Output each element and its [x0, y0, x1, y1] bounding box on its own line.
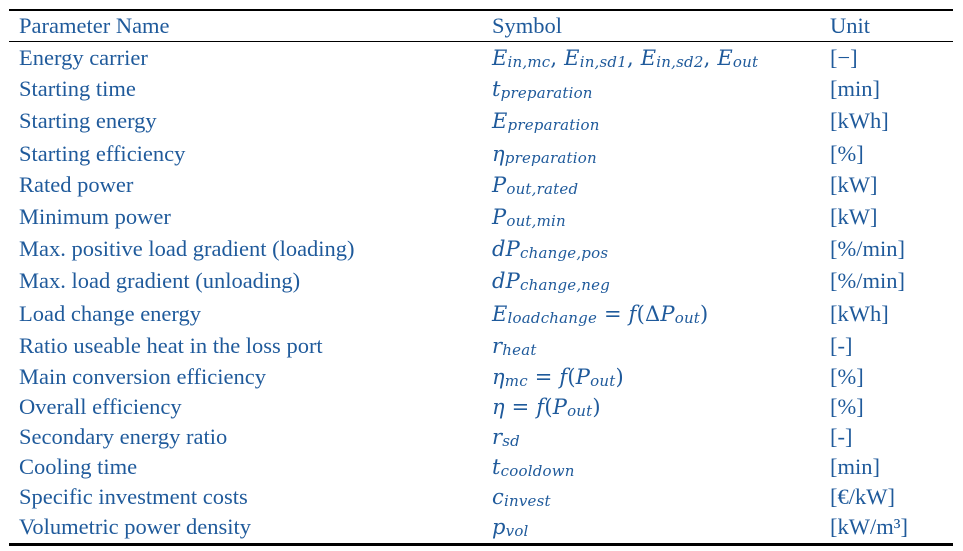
unit-cell: [-] — [830, 333, 853, 359]
symbol-cell: ηpreparation — [492, 141, 597, 167]
symbol-cell: Ein,mc, Ein,sd1, Ein,sd2, Eout — [492, 45, 759, 71]
parameter-name-cell: Cooling time — [19, 453, 138, 479]
parameter-name-cell: Volumetric power density — [19, 513, 252, 539]
unit-cell: [%] — [830, 393, 864, 419]
symbol-cell: rheat — [492, 334, 537, 359]
table-row: Volumetric power density pvol [kW/m³] — [9, 512, 953, 542]
table-top-rule — [9, 9, 953, 11]
unit-cell: [kW/m³] — [830, 513, 908, 539]
table-row: Cooling time tcooldown [min] — [9, 452, 953, 482]
parameter-table: Parameter Name Symbol Unit Energy carrie… — [9, 9, 953, 546]
symbol-cell: Epreparation — [492, 109, 600, 134]
symbol-cell: Pout,min — [492, 204, 566, 230]
parameter-name-cell: Load change energy — [19, 300, 201, 326]
symbol-cell: cinvest — [492, 484, 551, 510]
parameter-name-cell: Rated power — [19, 172, 134, 198]
header-parameter-name: Parameter Name — [19, 12, 170, 38]
table-header-rule — [9, 41, 953, 42]
table-row: Max. load gradient (unloading) dPchange,… — [9, 265, 953, 297]
unit-cell: [kWh] — [830, 300, 889, 326]
parameter-name-cell: Energy carrier — [19, 44, 148, 70]
symbol-cell: dPchange,neg — [492, 268, 611, 294]
table-row: Energy carrier Ein,mc, Ein,sd1, Ein,sd2,… — [9, 42, 953, 74]
parameter-name-cell: Starting efficiency — [19, 140, 186, 166]
parameter-name-cell: Starting energy — [19, 108, 157, 134]
table-header-row: Parameter Name Symbol Unit — [9, 11, 953, 41]
unit-cell: [min] — [830, 453, 880, 479]
table-body: Energy carrier Ein,mc, Ein,sd1, Ein,sd2,… — [9, 42, 953, 542]
table-row: Specific investment costs cinvest [€/kW] — [9, 482, 953, 512]
unit-cell: [%] — [830, 363, 864, 389]
parameter-name-cell: Secondary energy ratio — [19, 423, 228, 449]
unit-cell: [%/min] — [830, 267, 905, 293]
table-row: Starting energy Epreparation [kWh] — [9, 105, 953, 138]
symbol-cell: pvol — [492, 514, 529, 540]
table-row: Starting efficiency ηpreparation [%] — [9, 138, 953, 170]
symbol-cell: tcooldown — [492, 454, 575, 480]
table-row: Max. positive load gradient (loading) dP… — [9, 233, 953, 265]
unit-cell: [€/kW] — [830, 483, 895, 509]
parameter-name-cell: Max. load gradient (unloading) — [19, 267, 301, 293]
header-unit: Unit — [830, 12, 871, 38]
symbol-cell: ηmc = f(Pout) — [492, 364, 624, 390]
parameter-name-cell: Starting time — [19, 76, 136, 102]
table-row: Minimum power Pout,min [kW] — [9, 201, 953, 233]
symbol-cell: Pout,rated — [492, 173, 579, 198]
unit-cell: [%/min] — [830, 235, 905, 261]
header-symbol: Symbol — [492, 12, 563, 38]
symbol-cell: Eloadchange = f(ΔPout) — [492, 301, 709, 327]
table-bottom-rule — [9, 543, 953, 546]
parameter-name-cell: Overall efficiency — [19, 393, 182, 419]
table-row: Rated power Pout,rated [kW] — [9, 170, 953, 201]
table-row: Main conversion efficiency ηmc = f(Pout)… — [9, 362, 953, 392]
unit-cell: [kWh] — [830, 108, 889, 134]
symbol-cell: tpreparation — [492, 77, 593, 102]
unit-cell: [%] — [830, 140, 864, 166]
unit-cell: [-] — [830, 423, 853, 449]
parameter-name-cell: Ratio useable heat in the loss port — [19, 333, 323, 359]
symbol-cell: η = f(Pout) — [492, 394, 601, 420]
unit-cell: [kW] — [830, 172, 878, 198]
parameter-name-cell: Max. positive load gradient (loading) — [19, 235, 355, 261]
parameter-name-cell: Main conversion efficiency — [19, 363, 266, 389]
table-row: Ratio useable heat in the loss port rhea… — [9, 331, 953, 362]
parameter-name-cell: Minimum power — [19, 203, 171, 229]
symbol-cell: rsd — [492, 424, 520, 450]
table-row: Secondary energy ratio rsd [-] — [9, 422, 953, 452]
unit-cell: [−] — [830, 44, 858, 70]
table-row: Load change energy Eloadchange = f(ΔPout… — [9, 297, 953, 331]
symbol-cell: dPchange,pos — [492, 236, 609, 262]
table-row: Starting time tpreparation [min] — [9, 74, 953, 105]
unit-cell: [min] — [830, 76, 880, 102]
unit-cell: [kW] — [830, 203, 878, 229]
parameter-name-cell: Specific investment costs — [19, 483, 248, 509]
table-row: Overall efficiency η = f(Pout) [%] — [9, 392, 953, 422]
